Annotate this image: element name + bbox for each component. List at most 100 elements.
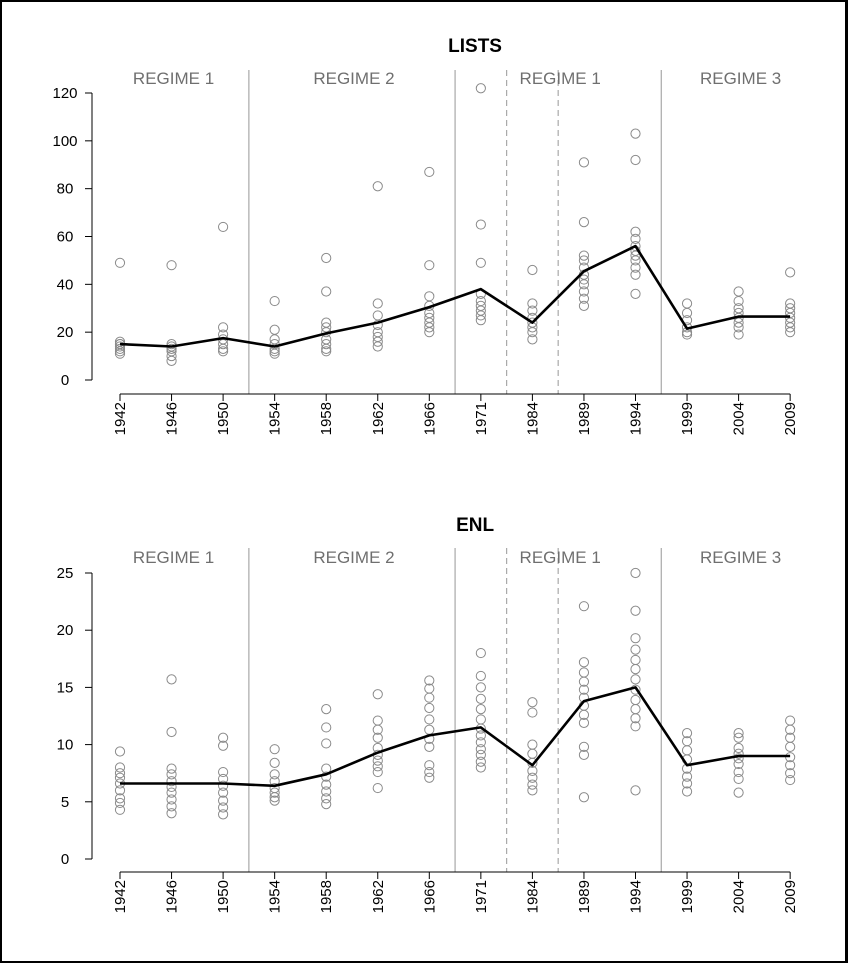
data-point [475, 756, 486, 767]
data-point [475, 730, 486, 741]
x-tick-label: 1958 [318, 402, 335, 435]
x-tick-label: 1942 [112, 402, 129, 435]
data-point [527, 334, 538, 345]
data-point [218, 732, 229, 743]
data-point [321, 738, 332, 749]
x-tick-label: 1994 [628, 402, 645, 435]
data-point [424, 724, 435, 735]
x-tick-label: 1989 [576, 402, 593, 435]
data-point [578, 217, 590, 228]
data-point [578, 300, 590, 311]
data-point [578, 250, 590, 261]
y-tick-label: 25 [57, 565, 74, 582]
data-point [114, 768, 126, 779]
data-point [424, 760, 435, 771]
x-tick-label: 1946 [164, 880, 181, 913]
data-point [527, 772, 538, 783]
data-point [218, 740, 229, 751]
data-point [475, 83, 486, 94]
data-point [166, 801, 177, 812]
data-point [527, 317, 538, 328]
data-point [321, 779, 332, 790]
data-point [424, 714, 435, 725]
data-point [321, 722, 332, 733]
data-point [578, 792, 590, 803]
data-point [630, 269, 641, 280]
data-point [527, 785, 538, 796]
chart-title: LISTS [448, 36, 502, 57]
data-point [785, 298, 796, 309]
data-point [578, 667, 590, 678]
x-tick-label: 1984 [524, 402, 541, 435]
x-tick-label: 2004 [731, 402, 748, 435]
data-point [630, 288, 641, 299]
data-point [475, 670, 486, 682]
chart-panel-1: LISTS REGIME 1 REGIME 2 REGIME 1 REGIME 3 0 20… [52, 36, 799, 435]
data-point [630, 785, 641, 796]
data-point [269, 769, 280, 780]
y-tick-label: 20 [57, 324, 74, 341]
data-point [733, 773, 744, 785]
data-point [166, 776, 177, 787]
data-point [630, 663, 641, 675]
data-point [166, 763, 177, 774]
x-tick-label: 1954 [267, 402, 284, 435]
data-point [578, 749, 590, 760]
data-point [578, 157, 590, 168]
y-tick-label: 0 [61, 372, 69, 389]
data-point [321, 339, 332, 350]
data-point [475, 219, 486, 230]
data-point [785, 741, 796, 752]
data-point [321, 286, 332, 297]
data-point [630, 694, 641, 706]
x-tick-label: 1950 [215, 402, 232, 435]
data-point [166, 769, 177, 780]
data-point [630, 226, 641, 237]
data-point [578, 741, 590, 752]
data-point [475, 647, 486, 659]
data-point [321, 252, 332, 264]
data-point [218, 221, 229, 233]
data-point [527, 739, 538, 750]
data-point [166, 674, 177, 685]
data-point [733, 766, 744, 778]
data-point [475, 762, 486, 773]
data-point [630, 644, 641, 655]
data-point [372, 181, 383, 192]
data-point [733, 742, 744, 754]
regime-label: REGIME 1 [520, 548, 601, 567]
data-point [681, 728, 693, 739]
data-point [785, 768, 796, 779]
x-tick-label: 1971 [473, 880, 490, 913]
data-point [424, 312, 435, 323]
data-point [785, 715, 796, 726]
x-tick-label: 1966 [421, 880, 438, 913]
x-tick-label: 1999 [679, 880, 696, 913]
x-tick-label: 1962 [370, 402, 387, 435]
y-tick-label: 100 [52, 133, 77, 150]
y-tick-label: 40 [57, 276, 74, 293]
data-point [733, 758, 744, 770]
x-tick-label: 1962 [370, 880, 387, 913]
data-point [218, 346, 229, 357]
y-tick-label: 120 [52, 85, 77, 102]
data-point [321, 334, 332, 345]
data-point [372, 755, 383, 766]
data-point [269, 324, 280, 335]
data-point [733, 295, 744, 307]
data-point [475, 682, 486, 693]
data-point [578, 717, 590, 728]
data-point [527, 264, 538, 276]
regime-label: REGIME 3 [700, 69, 781, 88]
data-point [681, 745, 693, 756]
scatter-points [114, 567, 796, 820]
data-point [578, 684, 590, 695]
y-tick-label: 20 [57, 622, 74, 639]
data-point [681, 329, 693, 340]
y-tick-label: 60 [57, 229, 74, 246]
data-point [114, 762, 126, 773]
data-point [269, 295, 280, 307]
data-point [527, 298, 538, 309]
data-point [475, 704, 486, 715]
data-point [321, 346, 332, 357]
